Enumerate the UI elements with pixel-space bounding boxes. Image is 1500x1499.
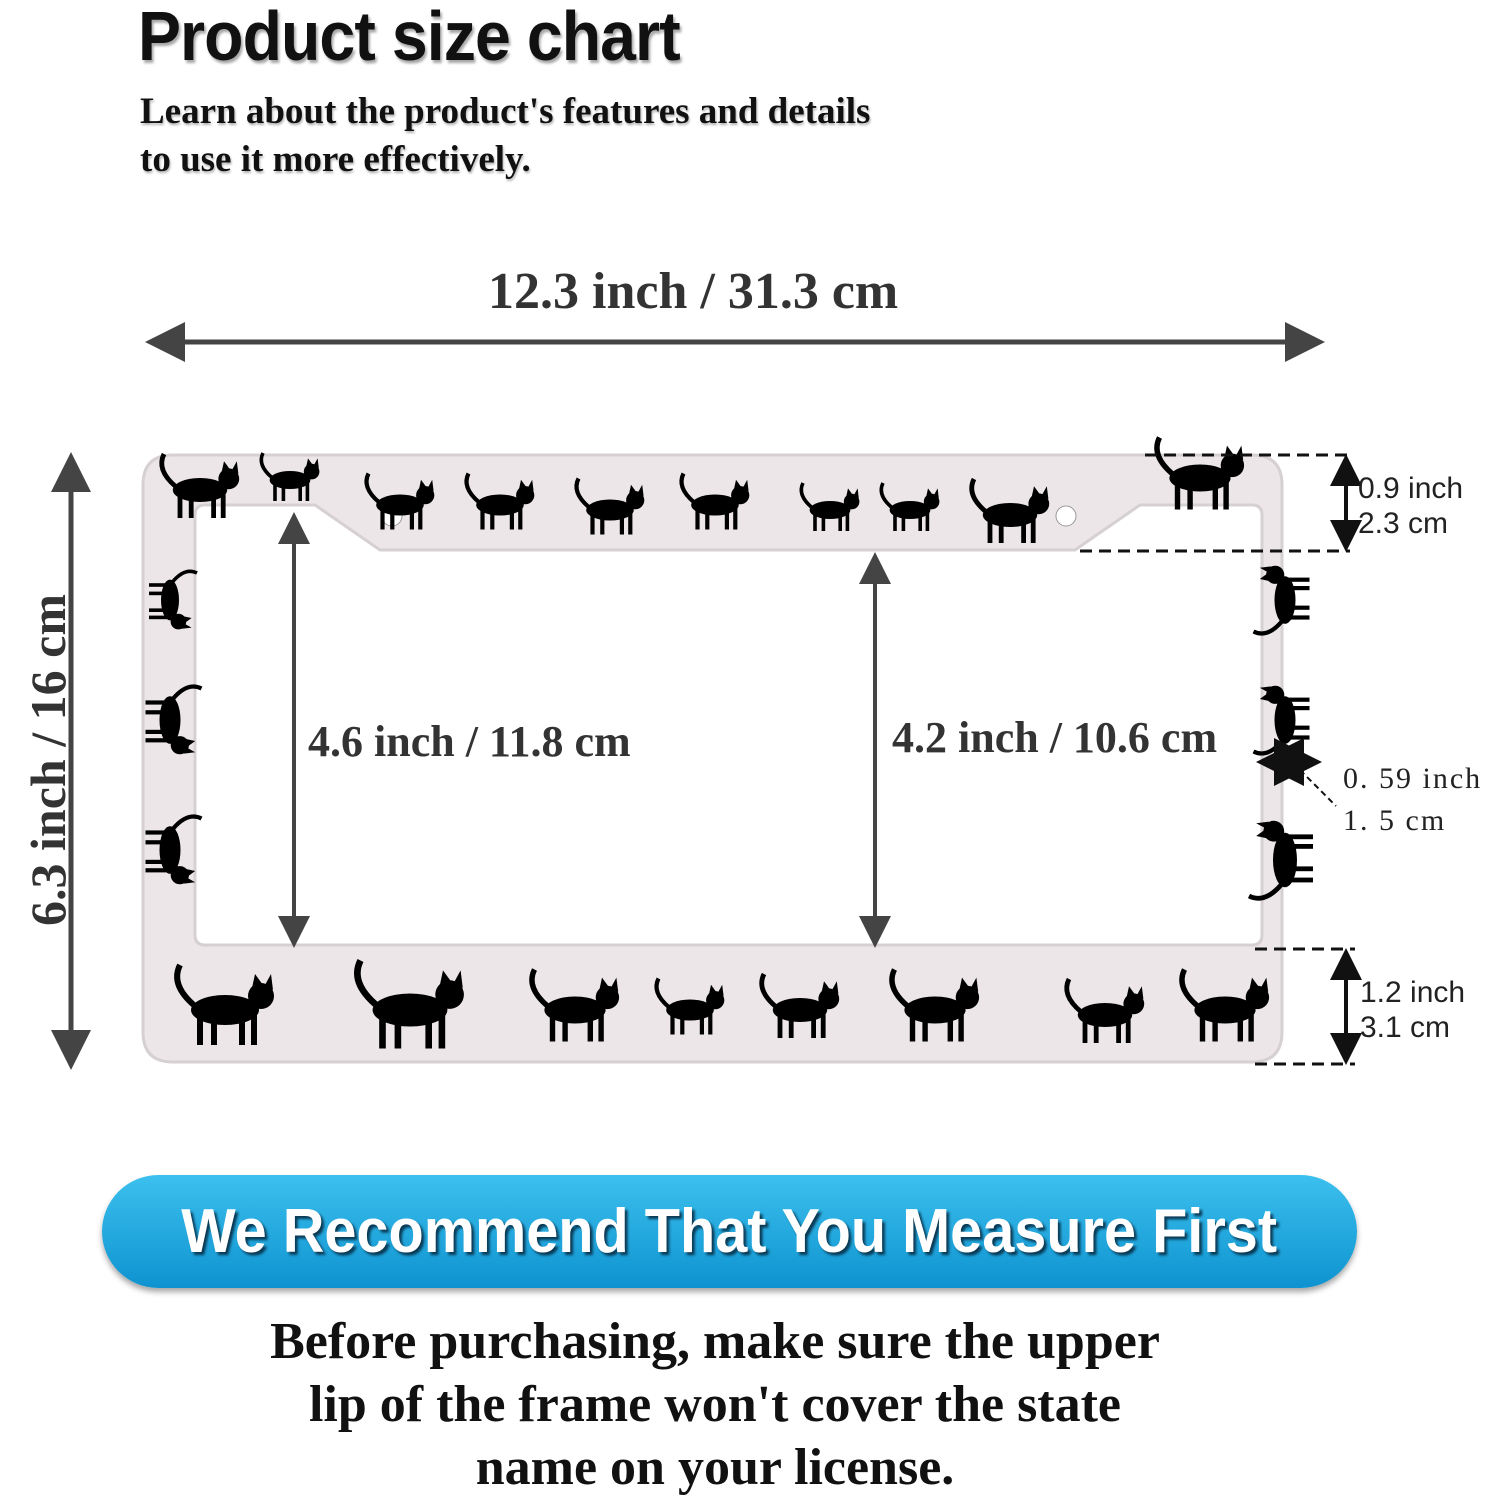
side-border-inch: 0. 59 inch <box>1343 762 1483 795</box>
side-border-label: 0. 59 inch 1. 5 cm <box>1343 758 1482 842</box>
top-border-cm: 2.3 cm <box>1358 507 1449 540</box>
bottom-border-inch: 1.2 inch <box>1360 976 1466 1009</box>
bottom-border-label: 1.2 inch 3.1 cm <box>1360 975 1465 1045</box>
top-border-inch: 0.9 inch <box>1358 472 1464 505</box>
purchase-note: Before purchasing, make sure the upper l… <box>0 1310 1430 1499</box>
inner-right-height-label: 4.2 inch / 10.6 cm <box>892 713 1218 762</box>
top-border-label: 0.9 inch 2.3 cm <box>1358 471 1463 541</box>
note-line-3: name on your license. <box>475 1439 955 1496</box>
inner-left-height-label: 4.6 inch / 11.8 cm <box>308 717 631 766</box>
height-label: 6.3 inch / 16 cm <box>20 594 76 926</box>
note-line-2: lip of the frame won't cover the state <box>308 1376 1122 1433</box>
screw-hole <box>1055 505 1077 527</box>
recommend-banner: We Recommend That You Measure First <box>102 1175 1357 1288</box>
frame-diagram <box>51 322 1362 1070</box>
subtitle-line-2: to use it more effectively. <box>140 139 531 180</box>
bottom-border-cm: 3.1 cm <box>1360 1011 1451 1044</box>
width-label: 12.3 inch / 31.3 cm <box>488 263 899 320</box>
subtitle-line-1: Learn about the product's features and d… <box>140 91 871 132</box>
banner-text: We Recommend That You Measure First <box>181 1197 1278 1266</box>
note-line-1: Before purchasing, make sure the upper <box>270 1313 1160 1370</box>
page-title: Product size chart <box>138 0 681 75</box>
side-border-cm: 1. 5 cm <box>1343 804 1447 837</box>
